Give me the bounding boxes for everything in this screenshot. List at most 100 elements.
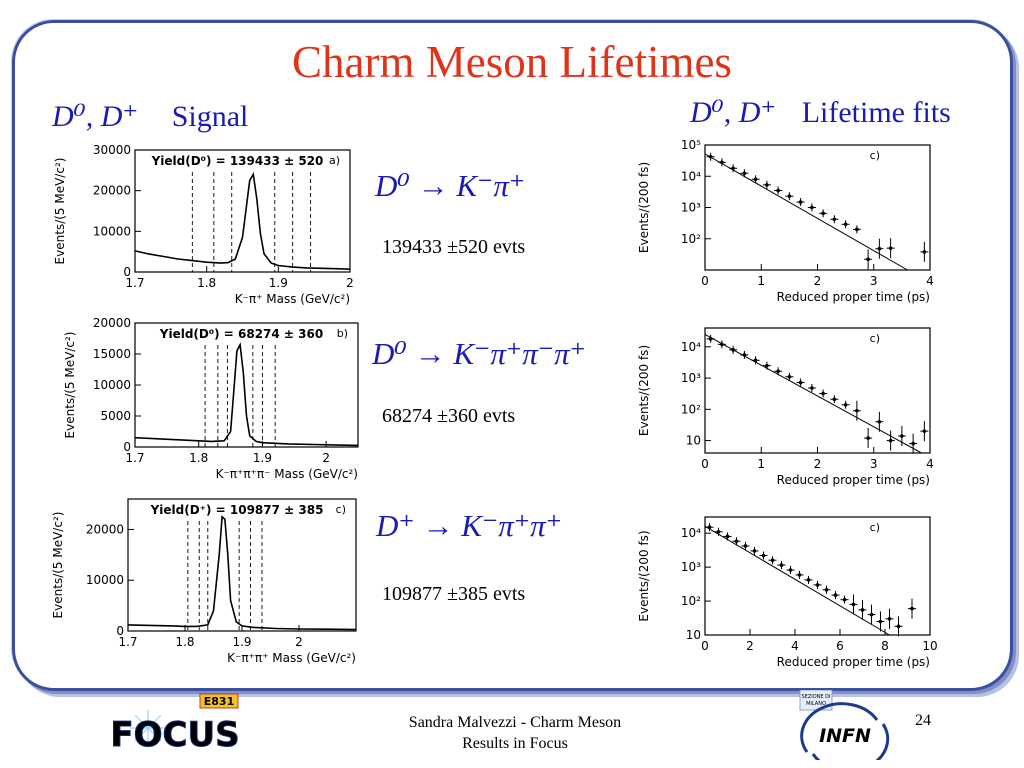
data-point bbox=[851, 602, 856, 607]
mass-plot-d0-kpi: 1.7 1.8 1.9 2 0 10000 20000 30000 K⁻π⁺ Mass (GeV… bbox=[53, 143, 354, 306]
fit-line bbox=[704, 153, 908, 271]
data-point bbox=[832, 397, 837, 402]
y-tick-label: 10³ bbox=[681, 201, 701, 215]
data-point bbox=[877, 419, 882, 424]
x-tick-label: 6 bbox=[836, 639, 844, 653]
plot-title: Yield(D⁺) = 109877 ± 385 bbox=[150, 503, 324, 517]
left-heading-math: D⁰, D⁺ bbox=[52, 100, 139, 133]
reaction-3: D⁺ → K⁻π⁺π⁺ bbox=[376, 508, 563, 543]
x-tick-label: 1.7 bbox=[125, 451, 144, 465]
y-tick-label: 10³ bbox=[681, 560, 701, 574]
data-point bbox=[779, 563, 784, 567]
panel-label: c) bbox=[336, 503, 346, 516]
y-tick-label: 10² bbox=[681, 594, 701, 608]
focus-wordmark: FOCUS bbox=[110, 715, 239, 755]
data-point bbox=[765, 183, 769, 187]
x-tick-label: 1.7 bbox=[125, 276, 144, 290]
data-point bbox=[888, 246, 893, 250]
data-point bbox=[720, 342, 724, 347]
y-tick-label: 5000 bbox=[100, 409, 131, 423]
y-tick-label: 10² bbox=[681, 402, 701, 416]
reaction-1: D⁰ → K⁻π⁺ bbox=[375, 168, 526, 203]
data-point bbox=[731, 166, 735, 171]
x-tick-label: 2 bbox=[346, 276, 354, 290]
mass-plot-dplus-kpipi: 1.7 1.8 1.9 2 0 10000 20000 K⁻π⁺π⁺ Mass (GeV/c²… bbox=[51, 498, 357, 665]
plot-frame bbox=[134, 149, 351, 273]
plot-frame bbox=[134, 322, 359, 448]
panel-label: c) bbox=[870, 521, 880, 534]
left-heading: D⁰, D⁺ Signal bbox=[52, 100, 248, 134]
data-point bbox=[877, 246, 882, 251]
data-point bbox=[770, 558, 775, 563]
data-point bbox=[843, 222, 848, 227]
x-tick-label: 1.9 bbox=[232, 635, 251, 649]
mass-spectrum-curve bbox=[134, 341, 359, 447]
panel-label: c) bbox=[870, 332, 880, 345]
data-point bbox=[798, 380, 803, 385]
y-tick-label: 10000 bbox=[93, 224, 131, 238]
x-tick-label: 1.9 bbox=[253, 451, 272, 465]
events-2: 68274 ±360 evts bbox=[382, 405, 516, 427]
data-point bbox=[720, 160, 724, 165]
reaction-2: D⁰ → K⁻π⁺π⁻π⁺ bbox=[372, 336, 587, 371]
x-tick-label: 2 bbox=[295, 635, 303, 649]
y-tick-label: 10 bbox=[686, 434, 701, 448]
data-point bbox=[797, 573, 802, 577]
y-tick-label: 15000 bbox=[93, 347, 131, 361]
right-heading-text: Lifetime fits bbox=[801, 96, 951, 129]
panel-label: b) bbox=[337, 327, 348, 340]
data-point bbox=[855, 227, 859, 232]
data-point bbox=[887, 617, 892, 621]
x-tick-label: 1.8 bbox=[189, 451, 208, 465]
y-axis-title: Events/(5 MeV/c²) bbox=[63, 332, 77, 439]
data-point bbox=[843, 402, 848, 407]
y-tick-label: 0 bbox=[123, 440, 131, 454]
data-point bbox=[776, 369, 780, 374]
x-axis-title: K⁻π⁺π⁺ Mass (GeV/c²) bbox=[227, 651, 356, 665]
x-tick-label: 2 bbox=[814, 274, 822, 288]
x-tick-label: 2 bbox=[814, 457, 822, 471]
x-tick-label: 4 bbox=[926, 274, 934, 288]
x-tick-label: 0 bbox=[701, 457, 709, 471]
right-heading: D⁰, D⁺ Lifetime fits bbox=[690, 96, 951, 130]
data-point bbox=[742, 353, 747, 357]
infn-logo: SEZIONE DI MILANO INFN bbox=[799, 690, 890, 760]
events-3: 109877 ±385 evts bbox=[382, 583, 526, 605]
y-axis-title: Events/(200 fs) bbox=[637, 345, 651, 436]
data-point bbox=[821, 391, 825, 396]
data-point bbox=[900, 434, 904, 438]
events-1: 139433 ±520 evts bbox=[382, 236, 526, 258]
fit-line bbox=[704, 525, 890, 636]
x-tick-label: 4 bbox=[926, 457, 934, 471]
y-tick-label: 10⁴ bbox=[681, 340, 701, 354]
x-tick-label: 1 bbox=[757, 274, 765, 288]
lifetime-plot-d0-k3pi: 0 1 2 3 4 10 10² 10³ 10⁴ Reduced proper time (ps)… bbox=[637, 327, 934, 487]
data-point bbox=[788, 568, 793, 572]
x-tick-label: 1.7 bbox=[118, 635, 137, 649]
slide-frame bbox=[12, 20, 1013, 691]
focus-logo: E831 FOCUS bbox=[110, 693, 240, 756]
infn-caption-1: SEZIONE DI bbox=[802, 694, 831, 700]
y-axis-title: Events/(200 fs) bbox=[637, 530, 651, 621]
data-point bbox=[815, 583, 820, 587]
plot-frame bbox=[704, 516, 931, 636]
infn-wordmark: INFN bbox=[819, 725, 871, 747]
data-point bbox=[810, 386, 814, 390]
data-point bbox=[810, 205, 814, 210]
left-heading-text: Signal bbox=[171, 100, 249, 133]
data-point bbox=[922, 429, 927, 433]
y-axis-title: Events/(5 MeV/c²) bbox=[51, 512, 65, 619]
data-point bbox=[787, 374, 792, 379]
x-tick-label: 1 bbox=[757, 457, 765, 471]
footer-line-2: Results in Focus bbox=[462, 735, 568, 752]
y-tick-label: 0 bbox=[116, 624, 124, 638]
x-tick-label: 0 bbox=[701, 639, 709, 653]
y-tick-label: 10 bbox=[686, 628, 701, 642]
data-point bbox=[753, 177, 758, 182]
focus-badge: E831 bbox=[204, 695, 234, 708]
data-point bbox=[765, 363, 769, 368]
data-point bbox=[878, 619, 883, 624]
y-tick-label: 10000 bbox=[93, 378, 131, 392]
x-tick-label: 10 bbox=[922, 639, 937, 653]
data-point bbox=[761, 553, 766, 558]
